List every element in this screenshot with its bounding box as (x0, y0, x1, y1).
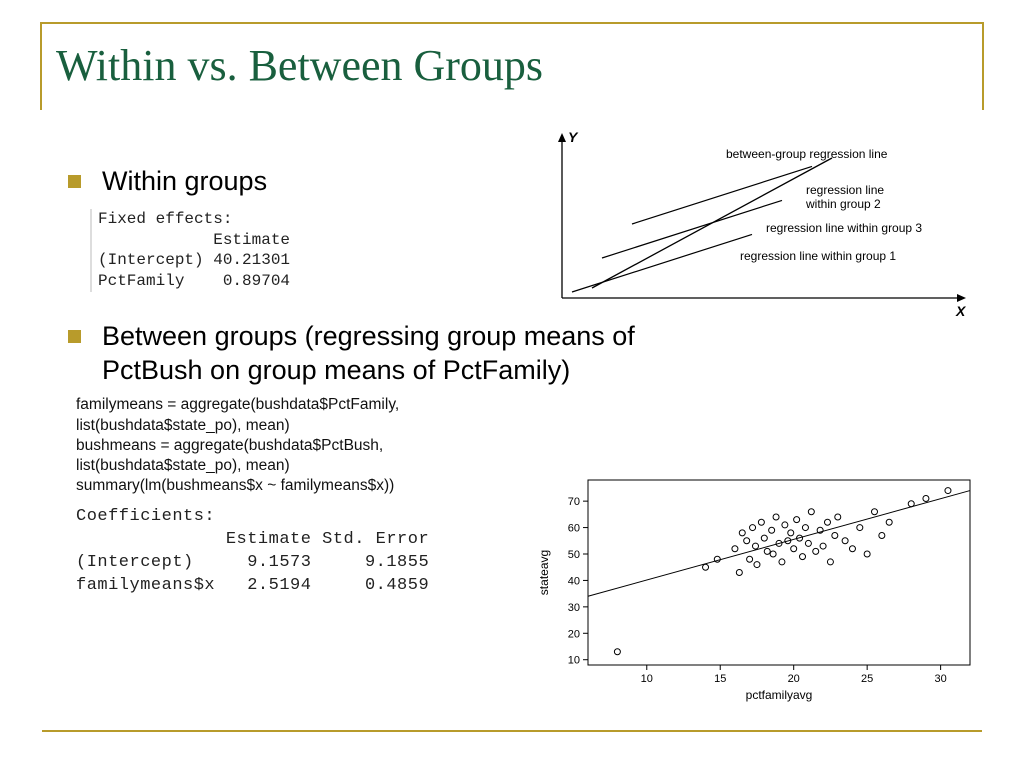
svg-text:10: 10 (568, 655, 580, 667)
svg-text:between-group regression line: between-group regression line (726, 147, 888, 161)
svg-text:20: 20 (788, 673, 800, 685)
svg-text:50: 50 (568, 549, 580, 561)
rcode-line: list(bushdata$state_po), mean) (76, 416, 982, 436)
coef-header: Coefficients: (76, 507, 215, 526)
svg-text:Y: Y (568, 129, 579, 145)
bullet-between-groups: Between groups (regressing group means o… (68, 320, 708, 388)
rcode-line: familymeans = aggregate(bushdata$PctFami… (76, 395, 982, 415)
slide-title: Within vs. Between Groups (56, 40, 543, 91)
svg-text:stateavg: stateavg (537, 550, 551, 595)
svg-text:X: X (955, 303, 967, 319)
regression-lines-diagram: Y Xbetween-group regression line regressio… (516, 128, 976, 326)
svg-text:pctfamilyavg: pctfamilyavg (746, 688, 813, 702)
svg-text:30: 30 (934, 673, 946, 685)
svg-text:20: 20 (568, 628, 580, 640)
svg-text:70: 70 (568, 496, 580, 508)
svg-text:25: 25 (861, 673, 873, 685)
svg-text:10: 10 (641, 673, 653, 685)
fe-row1: (Intercept) 40.21301 (98, 251, 290, 269)
slide-root: Within vs. Between Groups Within groups … (0, 0, 1024, 768)
svg-text:15: 15 (714, 673, 726, 685)
svg-text:regression line: regression line (806, 183, 884, 197)
svg-text:60: 60 (568, 523, 580, 535)
svg-text:within group 2: within group 2 (805, 197, 881, 211)
coef-colh: Estimate Std. Error (76, 530, 429, 549)
fe-colh: Estimate (98, 231, 300, 249)
svg-text:regression line within group 1: regression line within group 1 (740, 249, 896, 263)
fe-row2: PctFamily 0.89704 (98, 272, 290, 290)
rcode-line: bushmeans = aggregate(bushdata$PctBush, (76, 436, 982, 456)
coef-row1: (Intercept) 9.1573 9.1855 (76, 553, 429, 572)
scatter-plot: 10 15 20 25 30 10 20 30 40 50 60 70 pctfamilyavg stat… (530, 470, 980, 705)
svg-text:30: 30 (568, 602, 580, 614)
fe-header: Fixed effects: (98, 210, 232, 228)
coef-row2: familymeans$x 2.5194 0.4859 (76, 576, 429, 595)
svg-text:regression line within group 3: regression line within group 3 (766, 221, 922, 235)
bottom-rule (42, 730, 982, 732)
top-rule (42, 22, 982, 24)
svg-text:40: 40 (568, 575, 580, 587)
